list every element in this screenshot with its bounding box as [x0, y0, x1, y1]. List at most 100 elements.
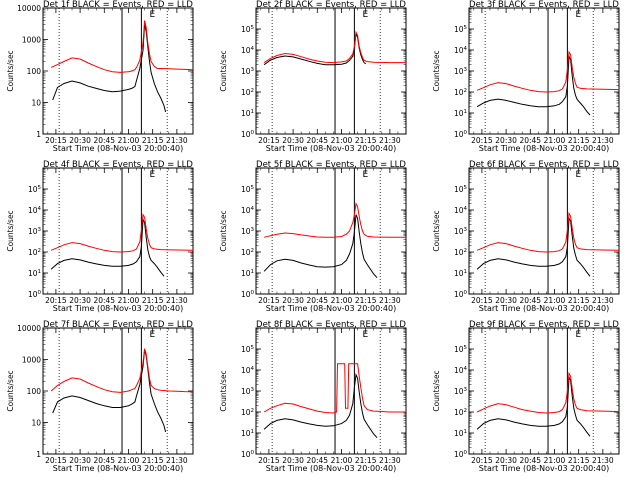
y-tick-label: 105: [454, 25, 468, 34]
panel-6f: Det 6f BLACK = Events, RED = LLD 100 101 10…: [432, 160, 620, 313]
y-tick-label: 105: [241, 25, 255, 34]
x-tick-label: 20:45: [93, 456, 115, 465]
x-axis-label: Start Time (08-Nov-03 20:00:40): [479, 464, 609, 473]
x-tick-label: 21:00: [118, 456, 140, 465]
plot-frame: [42, 167, 194, 295]
events-series-line: [476, 216, 591, 277]
y-axis-label: Counts/sec: [6, 50, 15, 91]
panel-9f: Det 9f BLACK = Events, RED = LLD 100 101 10…: [432, 320, 620, 473]
y-tick-label: 101: [241, 269, 254, 278]
x-tick-label: 20:30: [69, 136, 91, 145]
y-axis-label: Counts/sec: [6, 370, 15, 411]
x-tick-label: 20:45: [519, 296, 541, 305]
x-tick-label: 21:30: [592, 296, 614, 305]
y-tick-label: 104: [454, 206, 468, 215]
y-axis-label: Counts/sec: [432, 370, 441, 411]
y-tick-label: 100: [27, 387, 42, 396]
plot-frame: [42, 7, 194, 135]
y-tick-label: 104: [454, 366, 468, 375]
plot-frame: [468, 167, 620, 295]
plot-frame: [468, 327, 620, 455]
events-series-line: [50, 217, 165, 277]
interval-marker-label: E: [149, 330, 155, 340]
interval-marker-label: E: [575, 330, 581, 340]
y-tick-label: 101: [454, 429, 467, 438]
y-tick-label: 100: [454, 290, 468, 299]
x-tick-label: 21:15: [568, 296, 590, 305]
x-tick-label: 21:00: [331, 296, 353, 305]
x-tick-label: 21:30: [166, 136, 188, 145]
panel-title: Det 6f BLACK = Events, RED = LLD: [469, 160, 619, 170]
y-tick-label: 105: [28, 185, 42, 194]
x-tick-label: 21:00: [331, 136, 353, 145]
lld-series-line: [263, 202, 406, 238]
x-tick-label: 21:30: [166, 296, 188, 305]
panel-3f: Det 3f BLACK = Events, RED = LLD 100 101 10…: [432, 0, 620, 153]
y-tick-label: 1000: [22, 356, 41, 365]
x-tick-label: 20:15: [258, 296, 280, 305]
lld-series-line: [476, 371, 620, 414]
x-tick-label: 21:15: [142, 296, 164, 305]
y-tick-label: 103: [241, 67, 255, 76]
y-tick-label: 100: [454, 130, 468, 139]
x-tick-label: 20:30: [282, 296, 304, 305]
x-tick-label: 20:30: [495, 456, 517, 465]
x-tick-label: 21:00: [544, 136, 566, 145]
x-tick-label: 21:30: [379, 136, 401, 145]
x-tick-label: 20:45: [519, 136, 541, 145]
x-axis-label: Start Time (08-Nov-03 20:00:40): [266, 144, 396, 153]
x-tick-label: 21:00: [118, 136, 140, 145]
panel-title: Det 3f BLACK = Events, RED = LLD: [469, 0, 619, 10]
y-tick-label: 100: [241, 130, 255, 139]
y-tick-label: 101: [454, 269, 467, 278]
y-tick-label: 105: [454, 185, 468, 194]
events-series-line: [52, 24, 167, 113]
x-tick-label: 20:30: [69, 456, 91, 465]
plot-frame: [255, 7, 407, 135]
y-tick-label: 104: [28, 206, 42, 215]
y-tick-label: 105: [454, 345, 468, 354]
y-axis-label: Counts/sec: [219, 370, 228, 411]
panel-title: Det 7f BLACK = Events, RED = LLD: [43, 320, 193, 330]
y-tick-label: 105: [241, 345, 255, 354]
x-tick-label: 20:15: [45, 136, 67, 145]
events-series-line: [476, 375, 591, 437]
x-axis-label: Start Time (08-Nov-03 20:00:40): [266, 304, 396, 313]
x-tick-label: 21:00: [118, 296, 140, 305]
x-tick-label: 20:15: [471, 296, 493, 305]
x-tick-label: 21:15: [142, 456, 164, 465]
y-tick-label: 1: [36, 450, 41, 459]
y-tick-label: 102: [241, 248, 254, 257]
y-tick-label: 102: [241, 88, 254, 97]
panel-title: Det 8f BLACK = Events, RED = LLD: [256, 320, 406, 330]
interval-marker-label: E: [362, 170, 368, 180]
y-tick-label: 100: [241, 450, 255, 459]
y-tick-label: 10000: [17, 4, 41, 13]
interval-marker-label: E: [362, 10, 368, 20]
x-tick-label: 20:30: [495, 296, 517, 305]
y-axis-label: Counts/sec: [219, 50, 228, 91]
y-tick-label: 1: [36, 130, 41, 139]
lld-series-line: [50, 20, 194, 73]
x-tick-label: 20:30: [282, 136, 304, 145]
x-tick-label: 20:45: [93, 296, 115, 305]
x-tick-label: 21:15: [355, 136, 377, 145]
panel-4f: Det 4f BLACK = Events, RED = LLD 100 101 10…: [6, 160, 194, 313]
interval-marker-label: E: [149, 10, 155, 20]
x-tick-label: 21:15: [142, 136, 164, 145]
x-axis-label: Start Time (08-Nov-03 20:00:40): [479, 304, 609, 313]
x-tick-label: 21:15: [355, 296, 377, 305]
y-tick-label: 101: [28, 269, 41, 278]
lld-series-line: [476, 50, 620, 93]
x-tick-label: 20:15: [471, 456, 493, 465]
y-tick-label: 100: [28, 290, 42, 299]
y-tick-label: 102: [454, 248, 467, 257]
x-tick-label: 20:15: [258, 456, 280, 465]
y-tick-label: 100: [241, 290, 255, 299]
y-tick-label: 103: [241, 227, 255, 236]
y-tick-label: 104: [241, 46, 255, 55]
x-tick-label: 20:45: [93, 136, 115, 145]
x-tick-label: 21:30: [379, 456, 401, 465]
x-tick-label: 20:30: [282, 456, 304, 465]
